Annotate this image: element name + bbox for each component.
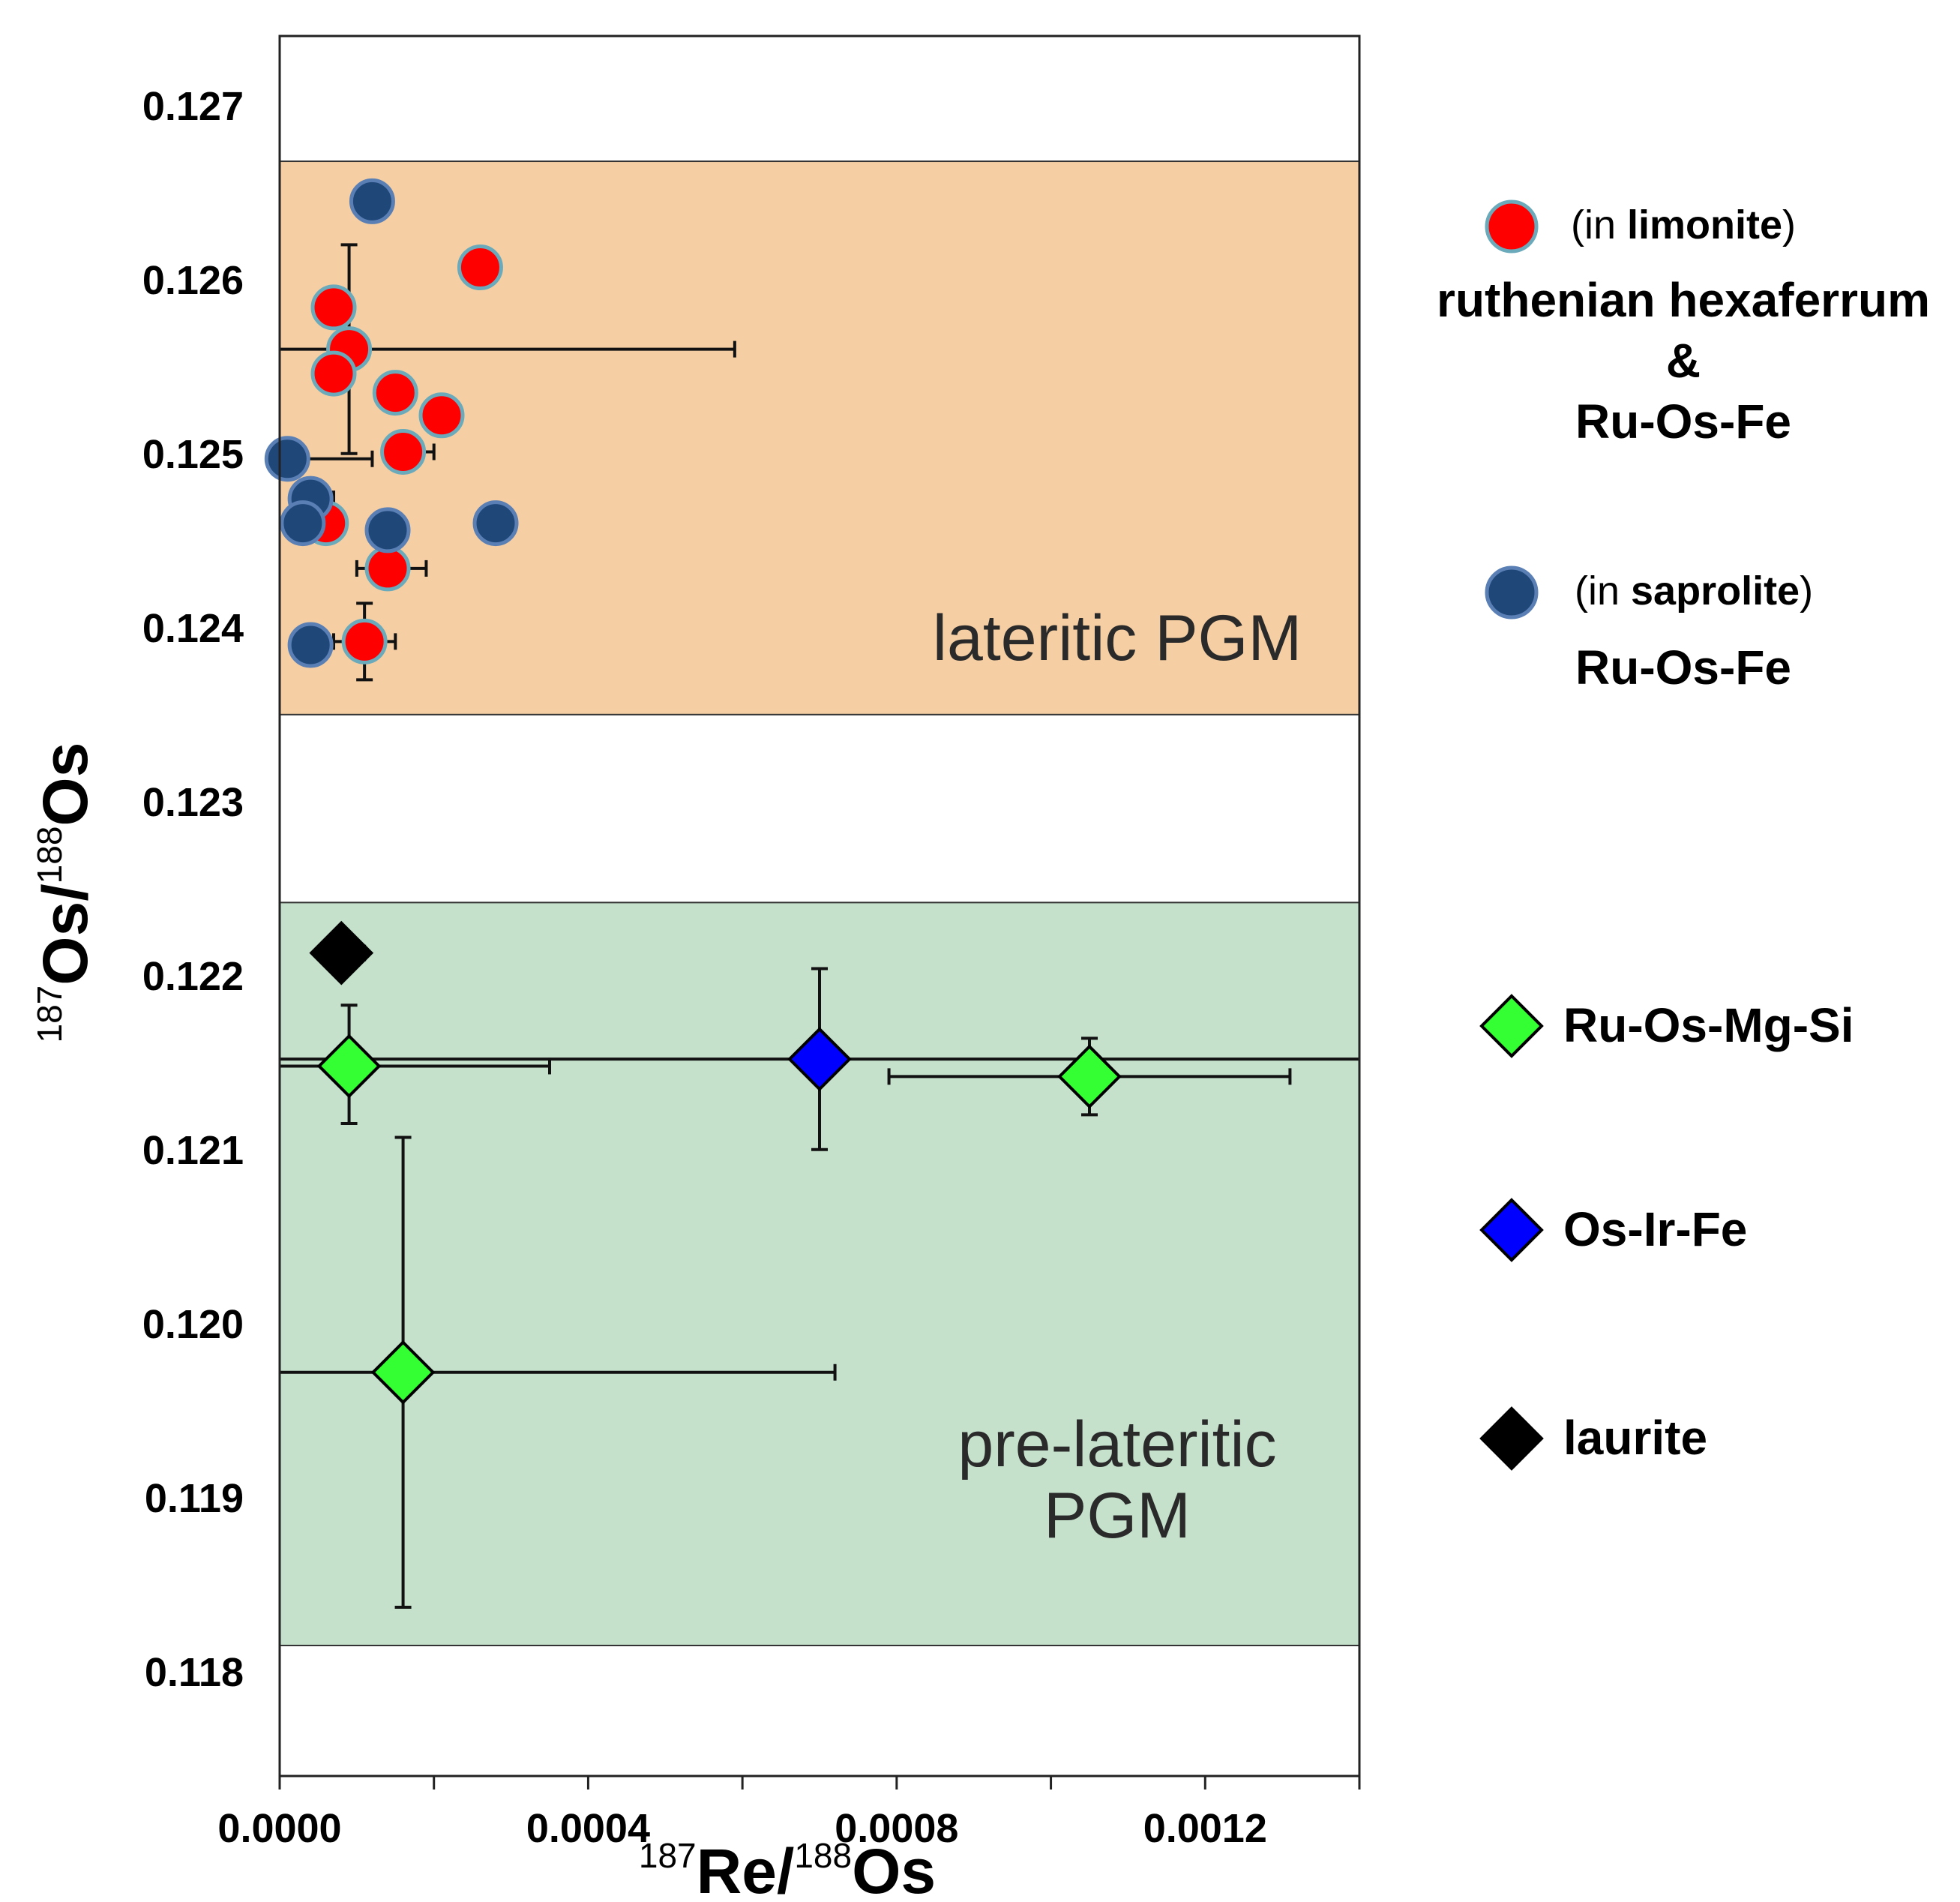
legend-label-3-0: Os-Ir-Fe bbox=[1563, 1202, 1747, 1256]
data-point-1-3 bbox=[280, 500, 326, 547]
legend-label-0-0: ruthenian hexaferrum bbox=[1437, 273, 1930, 327]
y-tick-label: 0.124 bbox=[142, 606, 244, 651]
legend-subtitle-0: (in limonite) bbox=[1571, 202, 1796, 248]
data-point-1-1 bbox=[264, 436, 310, 482]
legend-label-0-2: Ru-Os-Fe bbox=[1575, 394, 1791, 448]
legend-marker-0 bbox=[1485, 200, 1539, 254]
legend-marker-2 bbox=[1479, 994, 1544, 1058]
data-point-0-3 bbox=[310, 350, 357, 397]
legend-label-4-0: laurite bbox=[1563, 1411, 1707, 1465]
marker-layer bbox=[264, 178, 1122, 1405]
band-label-1-1: PGM bbox=[1044, 1480, 1191, 1552]
y-tick-label: 0.121 bbox=[142, 1128, 244, 1173]
data-point-4-0 bbox=[309, 920, 374, 986]
axes-layer: 0.0000 0.0004 0.0008 0.0012 0.118 0.119 0.120 0… bbox=[142, 34, 1361, 1851]
data-point-1-6 bbox=[287, 622, 334, 668]
data-point-2-0 bbox=[316, 1034, 382, 1099]
legend-marker-3 bbox=[1479, 1198, 1544, 1262]
y-tick-label: 0.123 bbox=[142, 780, 244, 825]
legend-subtitle-1: (in saprolite) bbox=[1575, 568, 1813, 614]
legend-label-0-1: & bbox=[1666, 334, 1701, 388]
band-label-0-0: lateritic PGM bbox=[933, 602, 1302, 674]
x-tick-label: 0.0000 bbox=[217, 1806, 341, 1851]
data-point-0-1 bbox=[310, 284, 357, 331]
x-tick-label: 0.0008 bbox=[835, 1806, 958, 1851]
y-tick-label: 0.119 bbox=[145, 1476, 244, 1521]
y-tick-label: 0.120 bbox=[142, 1302, 244, 1347]
y-tick-label: 0.126 bbox=[142, 258, 244, 303]
data-point-0-0 bbox=[457, 244, 503, 291]
data-point-2-1 bbox=[1057, 1044, 1122, 1109]
data-point-0-8 bbox=[364, 545, 411, 592]
legend-marker-4 bbox=[1479, 1406, 1544, 1471]
band-0 bbox=[279, 160, 1360, 716]
data-point-0-6 bbox=[380, 428, 427, 475]
data-point-1-0 bbox=[349, 178, 395, 224]
data-point-0-4 bbox=[372, 370, 418, 416]
y-tick-label: 0.122 bbox=[142, 954, 244, 999]
band-label-1-0: pre-lateritic bbox=[958, 1408, 1276, 1480]
legend-marker-1 bbox=[1485, 566, 1539, 620]
y-tick-label: 0.118 bbox=[145, 1650, 244, 1695]
data-point-1-4 bbox=[364, 507, 411, 554]
data-point-3-0 bbox=[787, 1027, 852, 1091]
data-point-2-2 bbox=[370, 1340, 436, 1405]
data-point-1-5 bbox=[472, 500, 519, 547]
plot-frame bbox=[278, 34, 1361, 1778]
data-point-0-5 bbox=[418, 392, 465, 439]
y-tick-label: 0.125 bbox=[142, 432, 244, 477]
legend-layer: (in limonite) ruthenian hexaferrum & Ru-Os-… bbox=[1437, 200, 1930, 1471]
y-axis-title: 187Os/188Os bbox=[30, 742, 100, 1043]
x-tick-label: 0.0004 bbox=[526, 1806, 650, 1851]
x-tick-label: 0.0012 bbox=[1143, 1806, 1267, 1851]
y-tick-label: 0.127 bbox=[142, 84, 244, 129]
data-point-0-9 bbox=[341, 618, 388, 664]
legend-label-2-0: Ru-Os-Mg-Si bbox=[1563, 998, 1854, 1052]
legend-label-1-0: Ru-Os-Fe bbox=[1575, 640, 1791, 694]
x-axis-title: 187Re/188Os bbox=[639, 1836, 936, 1902]
